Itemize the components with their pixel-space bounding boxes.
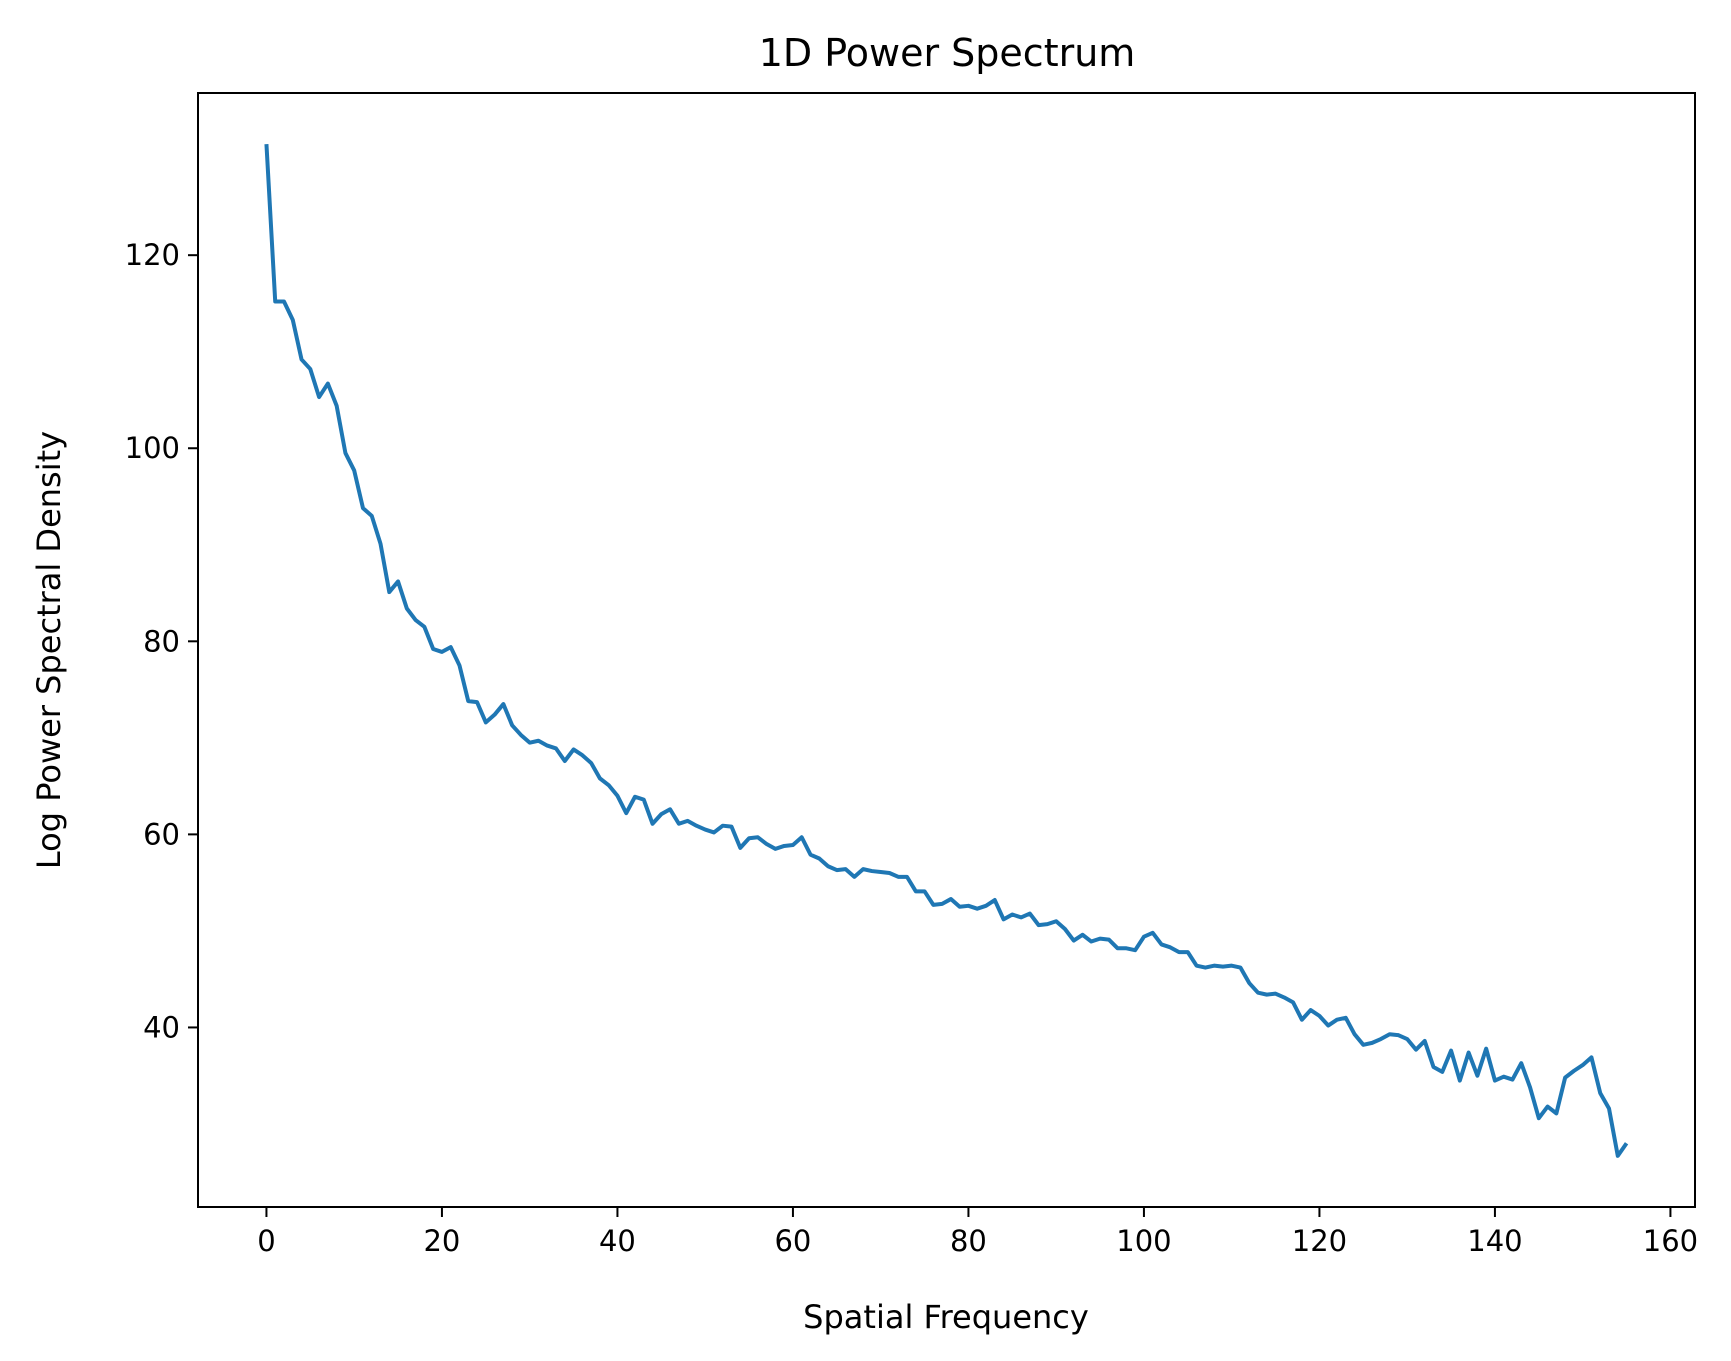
x-tick-label: 140 <box>1467 1224 1522 1258</box>
y-tick-label: 120 <box>125 238 180 272</box>
x-tick-label: 160 <box>1643 1224 1698 1258</box>
y-tick-label: 100 <box>125 431 180 465</box>
x-tick-label: 80 <box>950 1224 987 1258</box>
x-tick-label: 0 <box>257 1224 275 1258</box>
x-tick-label: 40 <box>599 1224 636 1258</box>
y-tick-label: 40 <box>143 1010 180 1044</box>
y-axis-ticks: 40 60 80 100 120 <box>125 238 198 1044</box>
x-axis-label: Spatial Frequency <box>803 1298 1089 1336</box>
plot-area <box>197 92 1696 1208</box>
x-tick-label: 100 <box>1116 1224 1171 1258</box>
x-tick-label: 20 <box>423 1224 460 1258</box>
y-tick-label: 80 <box>143 624 180 658</box>
axes-frame <box>197 92 1696 1208</box>
y-tick-label: 60 <box>143 817 180 851</box>
chart-title: 1D Power Spectrum <box>759 31 1136 75</box>
y-axis-label: Log Power Spectral Density <box>30 431 68 869</box>
x-tick-label: 120 <box>1292 1224 1347 1258</box>
series-line <box>264 144 1629 1158</box>
x-tick-label: 60 <box>774 1224 811 1258</box>
x-axis-ticks: 0 20 40 60 80 100 120 140 160 <box>257 1207 1698 1258</box>
